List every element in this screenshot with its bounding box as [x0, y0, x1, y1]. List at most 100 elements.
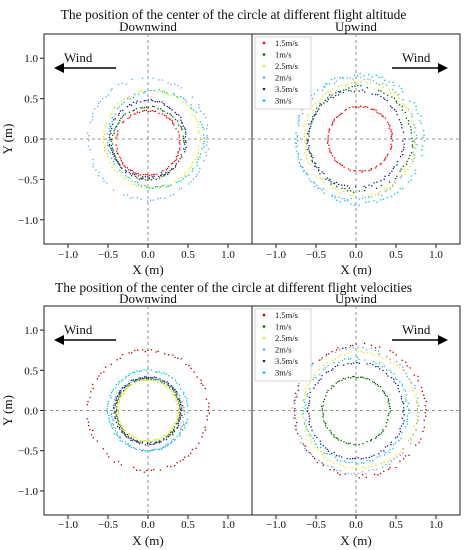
data-point	[399, 121, 402, 124]
data-point	[157, 350, 159, 353]
data-point	[176, 120, 179, 122]
data-point	[175, 158, 178, 160]
data-point	[414, 140, 416, 142]
data-point	[402, 388, 405, 391]
data-point	[178, 177, 180, 180]
data-point	[331, 124, 333, 126]
data-point	[137, 172, 139, 175]
data-point	[339, 162, 341, 165]
data-point	[321, 408, 324, 410]
data-point	[334, 187, 336, 190]
data-point	[143, 106, 146, 109]
data-point	[302, 166, 304, 169]
data-point	[411, 137, 413, 139]
data-point	[166, 167, 169, 170]
data-point	[307, 148, 309, 151]
series-trace-6	[106, 368, 189, 452]
data-point	[294, 407, 296, 410]
data-point	[311, 154, 313, 156]
data-point	[137, 441, 139, 444]
data-point	[153, 376, 156, 378]
series-3.5m/s	[306, 361, 405, 460]
data-point	[144, 184, 146, 187]
data-point	[120, 389, 123, 391]
data-point	[170, 442, 172, 445]
data-point	[308, 123, 310, 125]
data-point	[132, 109, 134, 112]
data-point	[401, 366, 404, 368]
data-point	[309, 451, 311, 454]
data-point	[139, 377, 142, 379]
data-point	[333, 182, 336, 184]
data-point	[417, 375, 419, 378]
data-point	[384, 394, 387, 396]
data-point	[114, 416, 116, 418]
data-point	[332, 96, 335, 99]
data-point	[383, 392, 386, 395]
data-point	[163, 372, 165, 374]
x-axis-label: X (m)	[132, 533, 163, 548]
data-point	[141, 377, 144, 379]
data-point	[401, 150, 403, 153]
data-point	[415, 147, 417, 150]
data-point	[376, 468, 378, 471]
data-point	[312, 437, 314, 439]
data-point	[424, 404, 427, 407]
data-point	[112, 160, 115, 163]
wind-label: Wind	[64, 50, 93, 65]
data-point	[103, 371, 105, 373]
data-point	[202, 134, 205, 136]
data-point	[338, 348, 341, 351]
data-point	[416, 113, 419, 115]
data-point	[389, 358, 392, 360]
data-point	[173, 430, 176, 433]
data-point	[121, 394, 124, 396]
data-point	[87, 424, 90, 427]
data-point	[319, 102, 321, 105]
data-point	[325, 353, 328, 356]
data-point	[399, 430, 402, 433]
data-point	[103, 180, 105, 182]
data-point	[120, 166, 122, 169]
data-point	[120, 395, 123, 397]
data-point	[403, 369, 405, 372]
data-point	[144, 350, 147, 353]
x-axis-label: X (m)	[340, 262, 371, 277]
data-point	[136, 185, 138, 188]
data-point	[114, 106, 117, 108]
data-point	[183, 127, 186, 129]
data-point	[402, 98, 404, 101]
data-point	[310, 125, 312, 127]
data-point	[112, 189, 115, 191]
data-point	[147, 76, 149, 79]
data-point	[328, 82, 331, 85]
data-point	[108, 127, 111, 130]
data-point	[333, 469, 335, 472]
data-point	[127, 176, 129, 178]
data-point	[401, 383, 403, 385]
data-point	[158, 438, 161, 440]
data-point	[114, 386, 117, 389]
data-point	[325, 371, 328, 374]
data-point	[173, 428, 175, 431]
data-point	[203, 128, 205, 131]
data-point	[172, 387, 174, 390]
data-point	[133, 436, 136, 439]
data-point	[110, 425, 113, 427]
data-point	[159, 469, 162, 471]
data-point	[128, 95, 130, 98]
data-point	[379, 346, 381, 348]
data-point	[390, 460, 392, 462]
data-point	[354, 170, 357, 172]
data-point	[411, 387, 413, 389]
data-point	[326, 452, 328, 455]
data-point	[365, 378, 367, 380]
data-point	[171, 119, 173, 122]
data-point	[329, 149, 331, 152]
data-point	[344, 378, 346, 380]
data-point	[330, 387, 333, 390]
series-2.5m/s	[301, 350, 419, 470]
data-point	[190, 181, 192, 183]
data-point	[396, 94, 398, 96]
data-point	[386, 155, 388, 157]
